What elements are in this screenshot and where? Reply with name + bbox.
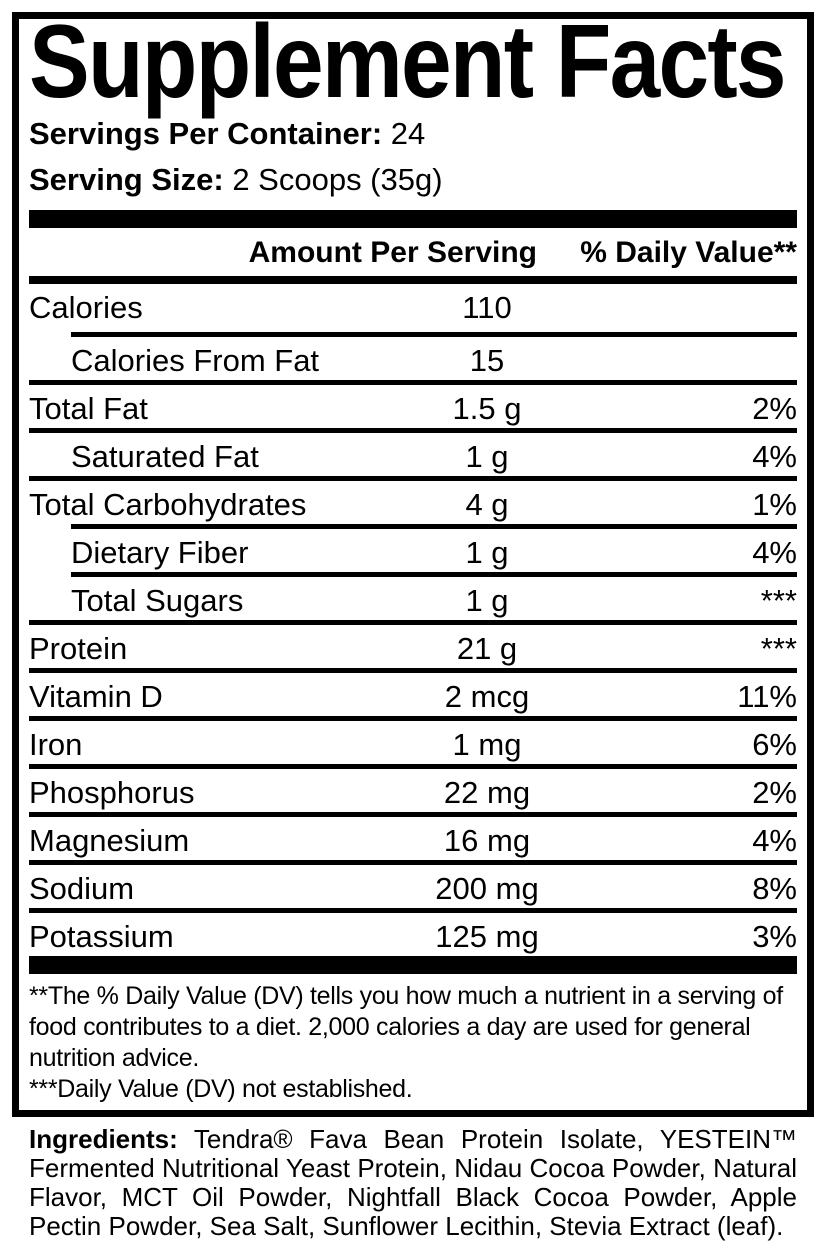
nutrient-daily-value: 1%: [752, 486, 797, 522]
supplement-facts-panel: Supplement Facts Servings Per Container:…: [12, 4, 814, 1117]
nutrient-amount: 1 g: [465, 438, 509, 474]
nutrient-daily-value: ***: [760, 582, 797, 618]
daily-value-header: % Daily Value**: [580, 235, 797, 269]
ingredients-paragraph: Ingredients: Tendra® Fava Bean Protein I…: [29, 1123, 797, 1241]
nutrient-name: Magnesium: [29, 822, 190, 858]
servings-per-container-label: Servings Per Container:: [29, 115, 383, 151]
nutrient-daily-value: [587, 343, 797, 374]
nutrient-name: Calories From Fat: [71, 342, 320, 378]
nutrient-name: Calories: [29, 289, 143, 325]
nutrient-name: Iron: [29, 726, 83, 762]
nutrient-daily-value: 4%: [752, 534, 797, 570]
divider-bar-top: [29, 209, 797, 228]
daily-value-footnote: **The % Daily Value (DV) tells you how m…: [29, 981, 783, 1072]
nutrient-name: Phosphorus: [29, 774, 195, 810]
nutrient-row: Phosphorus 22 mg 2%: [29, 763, 797, 812]
nutrient-row: Calories 110: [29, 284, 797, 332]
footnotes: **The % Daily Value (DV) tells you how m…: [29, 974, 797, 1108]
nutrient-daily-value: 4%: [752, 822, 797, 858]
nutrient-amount: 2 mcg: [444, 678, 530, 714]
nutrient-daily-value: 11%: [737, 678, 797, 714]
nutrient-name: Total Sugars: [71, 582, 244, 618]
nutrient-amount: 15: [469, 342, 505, 378]
nutrient-amount: 1 g: [465, 534, 509, 570]
nutrient-daily-value: 8%: [752, 870, 797, 906]
divider-bar-bottom: [29, 955, 797, 974]
nutrient-row: Potassium 125 mg 3%: [29, 907, 797, 956]
nutrient-name: Total Fat: [29, 390, 148, 426]
servings-per-container: Servings Per Container: 24: [29, 111, 797, 157]
nutrient-amount: 110: [462, 289, 512, 325]
serving-size-value: 2 Scoops (35g): [232, 161, 443, 197]
nutrient-daily-value: 2%: [752, 390, 797, 426]
dv-not-established-footnote: ***Daily Value (DV) not established.: [29, 1074, 413, 1103]
ingredients-label: Ingredients:: [29, 1123, 178, 1154]
nutrient-amount: 1 g: [465, 582, 509, 618]
nutrient-row: Protein 21 g ***: [29, 619, 797, 668]
nutrient-daily-value: 3%: [752, 918, 797, 954]
nutrient-name: Protein: [29, 630, 128, 666]
nutrient-daily-value: 2%: [752, 774, 797, 810]
nutrient-amount: 4 g: [465, 486, 509, 522]
nutrient-row: Saturated Fat 1 g 4%: [29, 427, 797, 476]
nutrient-row: Total Fat 1.5 g 2%: [29, 379, 797, 428]
serving-size-label: Serving Size:: [29, 161, 224, 197]
nutrient-daily-value: 4%: [752, 438, 797, 474]
nutrient-name: Saturated Fat: [71, 438, 259, 474]
servings-per-container-value: 24: [390, 115, 426, 151]
table-header: Amount Per Serving % Daily Value**: [29, 228, 797, 284]
nutrient-table: Calories 110 Calories From Fat 15 Total Fat 1…: [29, 284, 797, 956]
nutrient-row: Calories From Fat 15: [29, 331, 797, 380]
ingredients-text: Tendra® Fava Bean Protein Isolate, YESTE…: [29, 1123, 797, 1241]
nutrient-daily-value: [587, 290, 797, 326]
nutrient-row: Sodium 200 mg 8%: [29, 859, 797, 908]
nutrient-name: Potassium: [29, 918, 174, 954]
nutrient-amount: 22 mg: [443, 774, 531, 810]
nutrient-daily-value: 6%: [752, 726, 797, 762]
serving-size: Serving Size: 2 Scoops (35g): [29, 157, 797, 203]
nutrient-row: Vitamin D 2 mcg 11%: [29, 667, 797, 716]
nutrient-amount: 16 mg: [443, 822, 531, 858]
amount-per-serving-header: Amount Per Serving: [248, 235, 537, 269]
nutrient-amount: 125 mg: [435, 918, 539, 954]
nutrient-amount: 1.5 g: [452, 390, 522, 426]
nutrient-daily-value: ***: [760, 630, 797, 666]
nutrient-row: Dietary Fiber 1 g 4%: [29, 523, 797, 572]
nutrient-name: Dietary Fiber: [71, 534, 249, 570]
nutrient-name: Vitamin D: [29, 678, 163, 714]
nutrient-row: Total Carbohydrates 4 g 1%: [29, 475, 797, 524]
panel-title: Supplement Facts: [29, 4, 787, 120]
nutrient-row: Magnesium 16 mg 4%: [29, 811, 797, 860]
nutrient-row: Iron 1 mg 6%: [29, 715, 797, 764]
nutrient-name: Total Carbohydrates: [29, 486, 307, 522]
nutrient-row: Total Sugars 1 g ***: [29, 571, 797, 620]
nutrient-name: Sodium: [29, 870, 135, 906]
nutrient-amount: 21 g: [456, 630, 518, 666]
nutrient-amount: 200 mg: [435, 870, 539, 906]
nutrient-amount: 1 mg: [452, 726, 522, 762]
